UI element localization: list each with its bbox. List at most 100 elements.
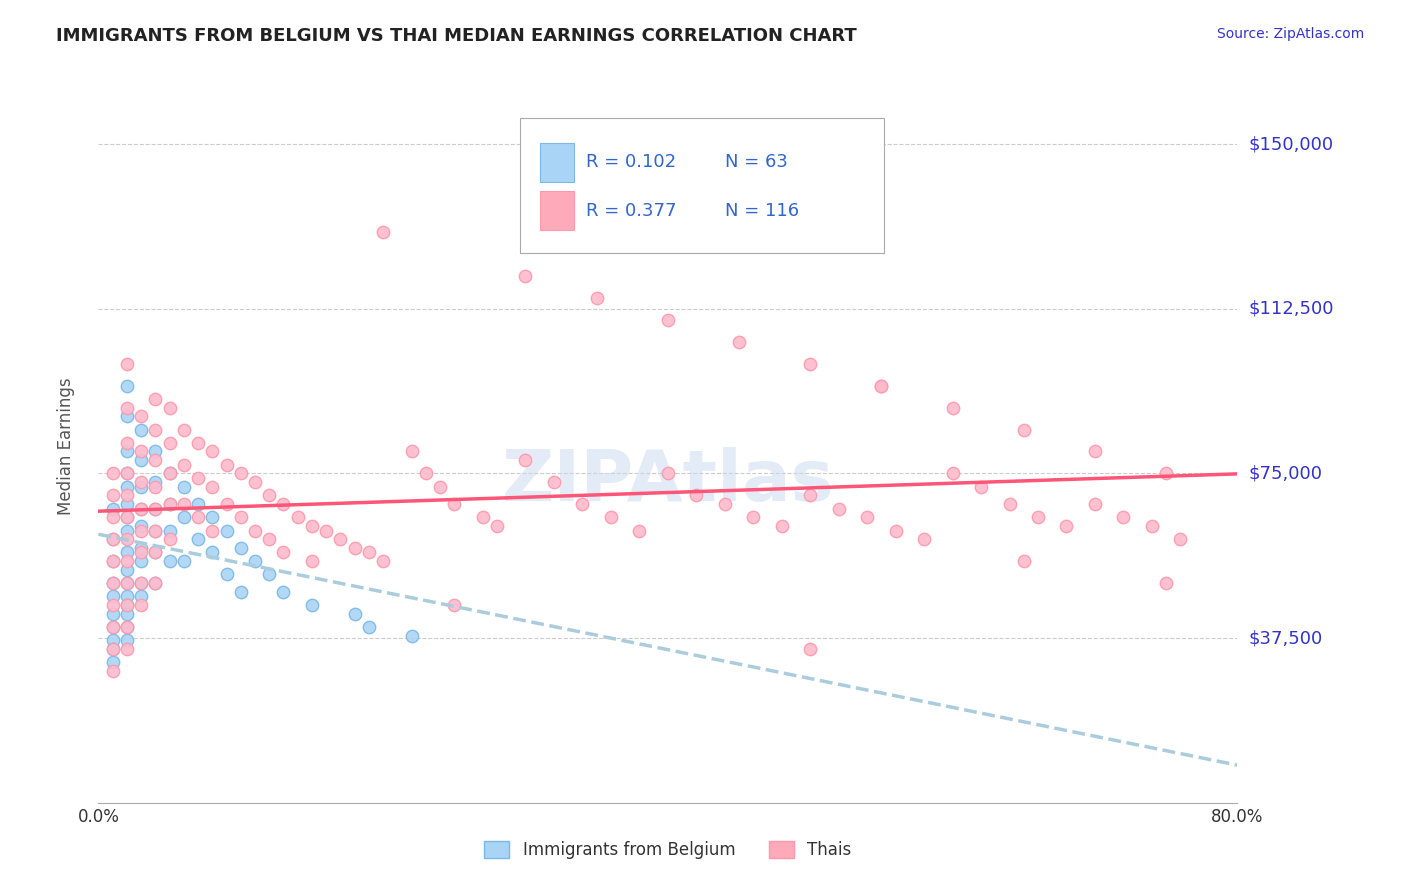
Point <box>101 664 124 678</box>
Point <box>229 510 252 524</box>
Point <box>728 334 751 349</box>
Point <box>129 590 152 604</box>
Point <box>856 510 879 524</box>
Point <box>159 467 181 481</box>
Point <box>129 475 152 490</box>
Point <box>159 435 181 450</box>
Point <box>173 458 195 472</box>
Point <box>1026 510 1049 524</box>
Point <box>259 533 281 547</box>
Point <box>115 642 138 657</box>
Point <box>129 554 152 568</box>
Point <box>942 401 965 415</box>
Point <box>101 598 124 612</box>
Point <box>870 378 893 392</box>
Point <box>942 467 965 481</box>
Point <box>187 533 209 547</box>
Point <box>145 480 167 494</box>
Point <box>657 467 679 481</box>
Point <box>115 576 138 591</box>
Point <box>173 480 195 494</box>
Point <box>101 533 124 547</box>
Point <box>115 444 138 458</box>
Point <box>115 524 138 538</box>
Point <box>870 378 893 392</box>
Point <box>159 401 181 415</box>
Point <box>101 488 124 502</box>
Point <box>145 576 167 591</box>
Point <box>571 497 593 511</box>
Text: R = 0.102: R = 0.102 <box>586 153 676 171</box>
Point <box>129 576 152 591</box>
Point <box>443 497 465 511</box>
Point <box>799 357 821 371</box>
Point <box>229 541 252 555</box>
Point <box>145 545 167 559</box>
Legend: Immigrants from Belgium, Thais: Immigrants from Belgium, Thais <box>478 834 858 866</box>
Point <box>173 554 195 568</box>
Point <box>129 598 152 612</box>
Point <box>201 510 224 524</box>
Point <box>828 501 851 516</box>
Text: IMMIGRANTS FROM BELGIUM VS THAI MEDIAN EARNINGS CORRELATION CHART: IMMIGRANTS FROM BELGIUM VS THAI MEDIAN E… <box>56 27 858 45</box>
Point <box>173 497 195 511</box>
Point <box>159 497 181 511</box>
Point <box>301 554 323 568</box>
Point <box>1012 423 1035 437</box>
Point <box>1012 554 1035 568</box>
Point <box>415 467 437 481</box>
Point <box>884 524 907 538</box>
Point <box>159 467 181 481</box>
Point <box>145 475 167 490</box>
Point <box>259 567 281 582</box>
Point <box>115 480 138 494</box>
Point <box>515 453 537 467</box>
Point <box>799 642 821 657</box>
Point <box>486 519 509 533</box>
Point <box>287 510 309 524</box>
Point <box>1056 519 1078 533</box>
Point <box>343 607 366 621</box>
Point <box>101 467 124 481</box>
Point <box>1084 497 1107 511</box>
Point <box>1140 519 1163 533</box>
Point <box>101 576 124 591</box>
Point <box>187 435 209 450</box>
Point <box>115 497 138 511</box>
Point <box>115 401 138 415</box>
Point <box>173 423 195 437</box>
Point <box>515 268 537 283</box>
Point <box>101 576 124 591</box>
Point <box>201 545 224 559</box>
Point <box>115 510 138 524</box>
Point <box>273 497 295 511</box>
Point <box>145 453 167 467</box>
Point <box>742 510 765 524</box>
Point <box>115 488 138 502</box>
Point <box>115 576 138 591</box>
Point <box>101 554 124 568</box>
Point <box>243 524 266 538</box>
Point <box>145 392 167 406</box>
Point <box>215 567 238 582</box>
Point <box>259 488 281 502</box>
Point <box>201 480 224 494</box>
Point <box>115 620 138 634</box>
Point <box>101 607 124 621</box>
Point <box>145 501 167 516</box>
Point <box>159 554 181 568</box>
Point <box>101 554 124 568</box>
Text: ZIPAtlas: ZIPAtlas <box>502 447 834 516</box>
Point <box>129 501 152 516</box>
Point <box>115 607 138 621</box>
Point <box>115 554 138 568</box>
Point <box>714 497 737 511</box>
Point <box>243 475 266 490</box>
Point <box>273 585 295 599</box>
Point <box>173 510 195 524</box>
Point <box>229 467 252 481</box>
Point <box>129 409 152 424</box>
FancyBboxPatch shape <box>520 118 884 253</box>
Point <box>129 480 152 494</box>
Point <box>357 620 380 634</box>
